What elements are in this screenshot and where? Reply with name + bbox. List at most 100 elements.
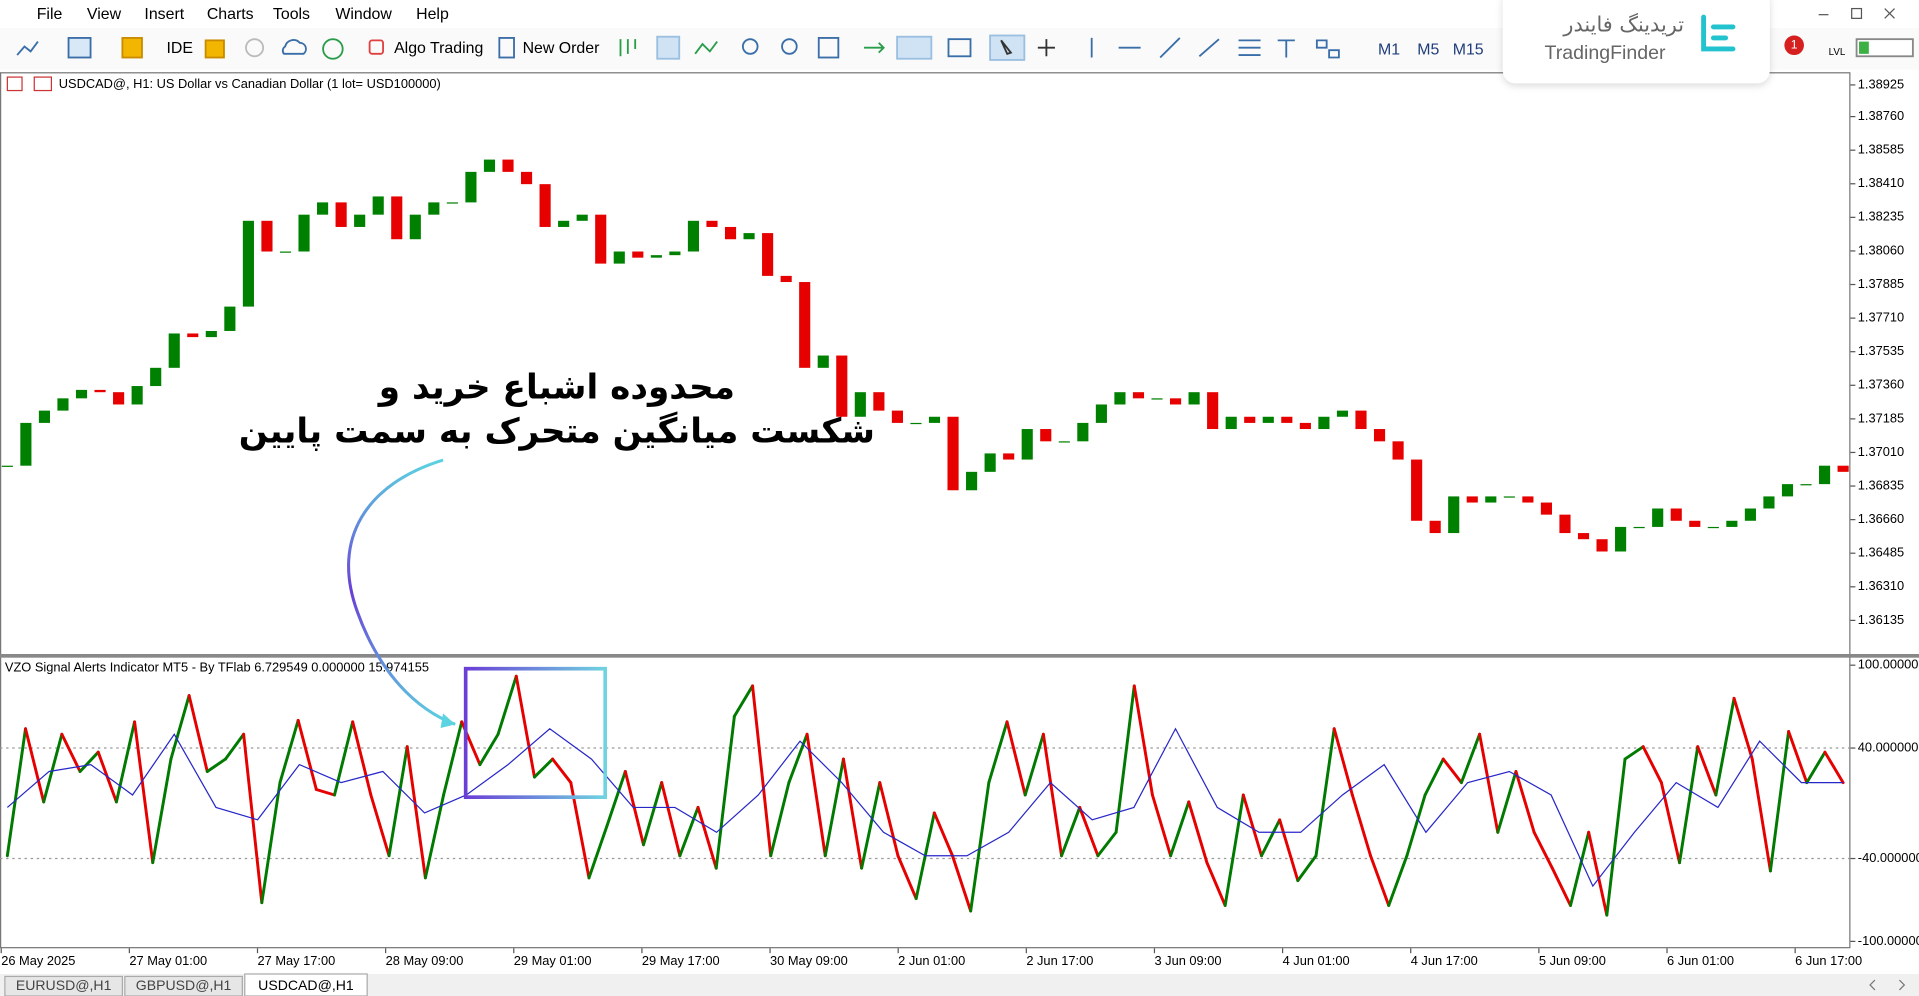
candle-body — [391, 196, 403, 240]
candle-body — [1132, 392, 1145, 399]
candle-body — [150, 367, 162, 387]
time-axis: 26 May 2025 27 May 01:00 27 May 17:00 28 Ma… — [0, 948, 1862, 968]
vzo-segment — [841, 757, 864, 870]
vzo-segment — [1459, 732, 1482, 785]
timeframe-button[interactable]: M1 — [1378, 41, 1400, 58]
vzo-segment — [951, 854, 973, 913]
time-label: 27 May 17:00 — [257, 953, 335, 968]
candle-body — [1299, 422, 1311, 430]
vzo-segment — [114, 720, 137, 804]
menu-item[interactable]: Charts — [207, 6, 254, 23]
menu-item[interactable]: File — [37, 6, 63, 23]
vzo-segment — [1514, 770, 1536, 834]
vzo-segment — [823, 757, 845, 858]
time-label: 28 May 09:00 — [386, 953, 464, 968]
vzo-segment — [751, 684, 773, 858]
candle-body — [613, 251, 625, 264]
candle-body — [632, 251, 644, 258]
y-tick-label: 1.37185 — [1858, 410, 1904, 425]
candle-body — [20, 422, 32, 466]
candle-body — [75, 389, 88, 399]
candle-body — [1559, 514, 1571, 534]
vzo-segment — [860, 781, 882, 870]
vzo-segment — [1532, 830, 1554, 870]
vzo-segment — [1605, 757, 1627, 917]
vzo-segment — [1187, 800, 1209, 865]
menu-item[interactable]: Window — [335, 6, 392, 23]
vzo-segment — [896, 854, 918, 901]
tab[interactable] — [124, 975, 243, 996]
vzo-segment — [1114, 684, 1136, 834]
menu-item[interactable]: View — [87, 6, 122, 23]
tab[interactable] — [244, 973, 368, 996]
candle-body — [1485, 496, 1497, 503]
candle-body — [409, 214, 421, 240]
candle-body — [1021, 429, 1033, 460]
vzo-segment — [1714, 696, 1736, 797]
candle-body — [131, 386, 143, 405]
vzo-segment — [969, 781, 991, 913]
candle-body — [650, 255, 662, 258]
menu-bar: File View Insert Charts Tools Window Help — [37, 6, 449, 23]
time-label: 27 May 01:00 — [129, 953, 207, 968]
time-label: 3 Jun 09:00 — [1154, 953, 1221, 968]
candle-body — [168, 333, 180, 368]
y-tick-label: 1.37710 — [1858, 310, 1904, 325]
menu-item[interactable]: Tools — [273, 6, 310, 23]
candle-body — [1207, 392, 1219, 430]
candle-body — [446, 202, 458, 204]
timeframe-button[interactable]: M5 — [1417, 41, 1439, 58]
toolbar-button[interactable]: IDE — [166, 40, 193, 57]
menu-item[interactable]: Help — [416, 6, 449, 23]
tab-label[interactable]: EURUSD@,H1 — [16, 977, 112, 993]
window-controls — [1818, 7, 1895, 19]
time-label: 29 May 17:00 — [642, 953, 720, 968]
candle-body — [1652, 508, 1664, 527]
toolbar-button[interactable]: New Order — [523, 40, 601, 57]
candle-body — [817, 355, 829, 368]
vzo-segment — [5, 727, 27, 858]
vzo-segment — [1260, 818, 1282, 858]
candle-body — [1281, 416, 1293, 423]
vzo-segment — [333, 720, 355, 797]
vzo-segment — [1278, 818, 1300, 883]
candle-body — [113, 392, 125, 405]
chart-frame — [0, 72, 1851, 949]
candle-body — [242, 220, 254, 307]
candle-body — [576, 214, 588, 221]
tab-label[interactable]: GBPUSD@,H1 — [136, 977, 232, 993]
y-tick-label: 1.37360 — [1858, 377, 1904, 392]
charts: 1.38925 1.38760 1.38585 1.38410 1.38235 1.380… — [0, 76, 1919, 948]
candle-body — [873, 392, 885, 411]
y-tick-label: 1.38585 — [1858, 142, 1904, 157]
vzo-segment — [1169, 800, 1191, 858]
time-label: 4 Jun 01:00 — [1283, 953, 1350, 968]
time-label: 4 Jun 17:00 — [1411, 953, 1478, 968]
toolbar-button[interactable]: Algo Trading — [394, 40, 483, 57]
candle-body — [1763, 496, 1775, 509]
candle-body — [1800, 484, 1812, 486]
vzo-segment — [405, 745, 427, 880]
vzo-segment — [1241, 793, 1263, 858]
tab[interactable] — [4, 975, 123, 996]
vzo-segment — [623, 770, 645, 847]
candle-body — [1373, 429, 1386, 442]
candle-body — [1819, 465, 1831, 485]
candle-body — [854, 392, 866, 417]
candle-body — [335, 202, 347, 227]
vzo-segment — [387, 745, 409, 858]
candle-body — [1095, 404, 1107, 423]
level-label: LVL — [1829, 47, 1846, 58]
tab-label[interactable]: USDCAD@,H1 — [258, 977, 354, 993]
y-tick-label: 1.36835 — [1858, 477, 1904, 492]
toolbar-buttons: IDE Algo Trading New Order M1 M5 M15 1 — [166, 38, 1797, 59]
vzo-segment — [532, 757, 555, 779]
vzo-segment — [587, 823, 609, 880]
timeframe-button[interactable]: M15 — [1453, 41, 1484, 58]
time-label: 26 May 2025 — [1, 953, 75, 968]
vzo-segment — [1787, 730, 1809, 785]
candle-body — [465, 171, 477, 203]
candle-body — [1726, 520, 1738, 527]
menu-item[interactable]: Insert — [144, 6, 184, 23]
